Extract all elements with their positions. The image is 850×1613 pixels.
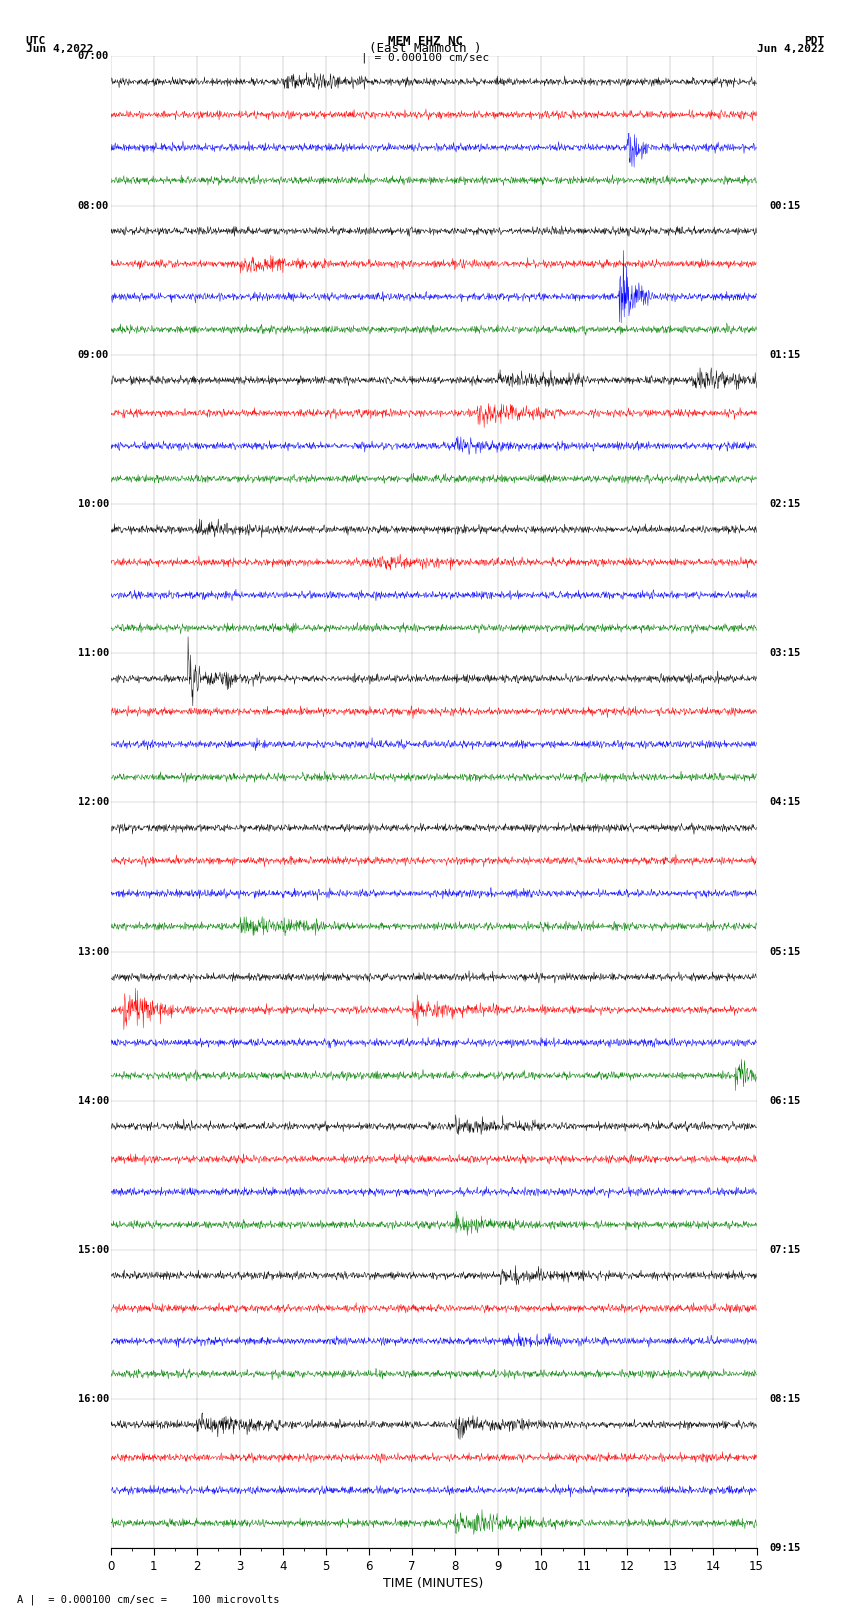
Text: 07:15: 07:15 — [769, 1245, 801, 1255]
Text: 00:15: 00:15 — [769, 200, 801, 211]
Text: 11:00: 11:00 — [78, 648, 109, 658]
Text: Jun 4,2022: Jun 4,2022 — [26, 44, 93, 53]
Text: 10:00: 10:00 — [78, 498, 109, 510]
Text: | = 0.000100 cm/sec: | = 0.000100 cm/sec — [361, 52, 489, 63]
Text: Jun 4,2022: Jun 4,2022 — [757, 44, 824, 53]
Text: 13:00: 13:00 — [78, 947, 109, 957]
Text: 08:15: 08:15 — [769, 1394, 801, 1405]
Text: (East Mammoth ): (East Mammoth ) — [369, 42, 481, 55]
Text: 02:15: 02:15 — [769, 498, 801, 510]
Text: 01:15: 01:15 — [769, 350, 801, 360]
Text: 09:00: 09:00 — [78, 350, 109, 360]
Text: 05:15: 05:15 — [769, 947, 801, 957]
Text: 15:00: 15:00 — [78, 1245, 109, 1255]
X-axis label: TIME (MINUTES): TIME (MINUTES) — [383, 1578, 484, 1590]
Text: 12:00: 12:00 — [78, 797, 109, 808]
Text: 14:00: 14:00 — [78, 1095, 109, 1107]
Text: 16:00: 16:00 — [78, 1394, 109, 1405]
Text: A |  = 0.000100 cm/sec =    100 microvolts: A | = 0.000100 cm/sec = 100 microvolts — [17, 1594, 280, 1605]
Text: 06:15: 06:15 — [769, 1095, 801, 1107]
Text: 07:00: 07:00 — [78, 52, 109, 61]
Text: PDT: PDT — [804, 35, 824, 45]
Text: MEM EHZ NC: MEM EHZ NC — [388, 34, 462, 47]
Text: 09:15: 09:15 — [769, 1544, 801, 1553]
Text: 04:15: 04:15 — [769, 797, 801, 808]
Text: 08:00: 08:00 — [78, 200, 109, 211]
Text: UTC: UTC — [26, 35, 46, 45]
Text: 03:15: 03:15 — [769, 648, 801, 658]
